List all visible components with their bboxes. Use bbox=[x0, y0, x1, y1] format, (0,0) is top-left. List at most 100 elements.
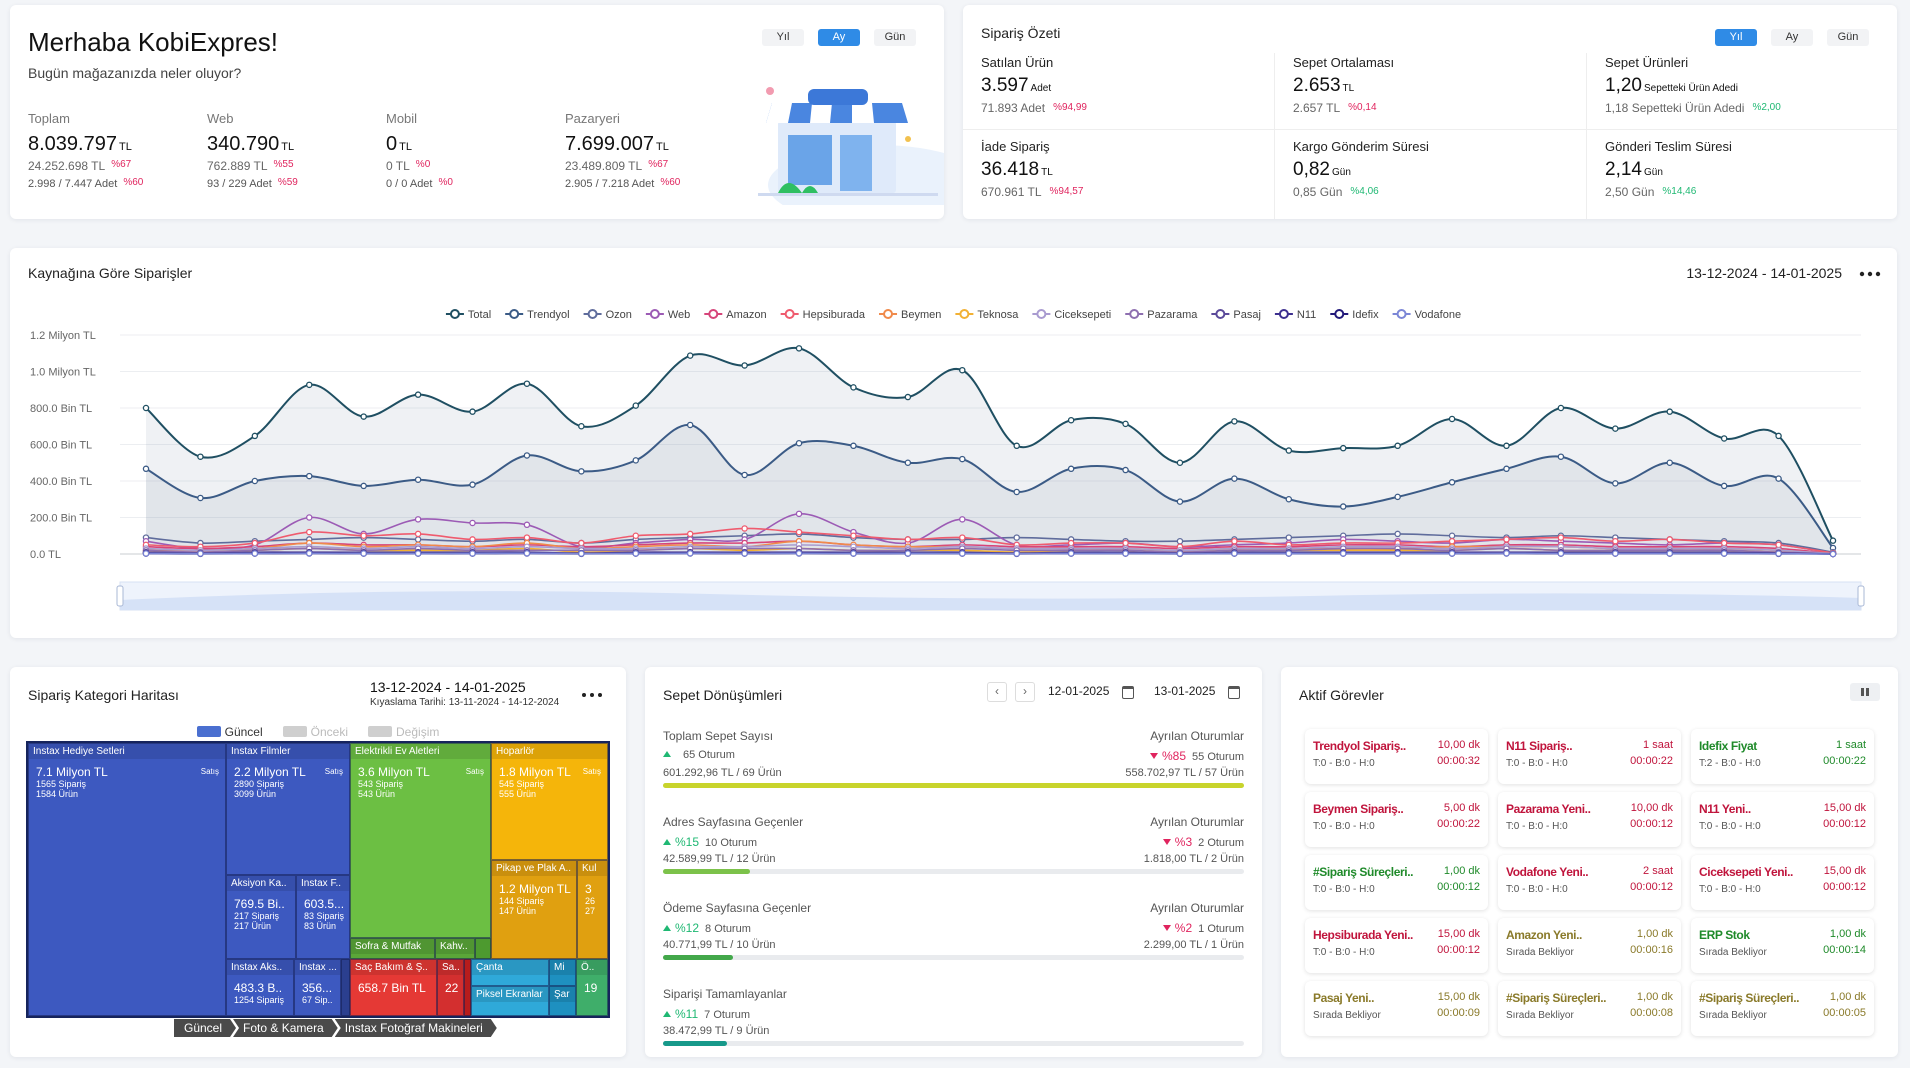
task-card[interactable]: Pazarama Yeni.. T:0 - B:0 - H:0 10,00 dk 00… bbox=[1498, 792, 1681, 847]
legend-marker bbox=[1215, 309, 1226, 319]
progress-bar bbox=[663, 783, 1244, 788]
tab[interactable]: Gün bbox=[874, 29, 916, 46]
task-card[interactable]: Vodafone Yeni.. T:0 - B:0 - H:0 2 saat 00:0… bbox=[1498, 855, 1681, 910]
summary-number: 36.418 bbox=[981, 159, 1040, 180]
task-card[interactable]: #Sipariş Süreçleri.. Sırada Bekliyor 1,00 … bbox=[1691, 981, 1874, 1036]
breadcrumb-item[interactable]: Foto & Kamera bbox=[233, 1019, 338, 1037]
series-point bbox=[1720, 550, 1728, 557]
breadcrumb-item[interactable]: Güncel bbox=[174, 1019, 236, 1037]
treemap-tile[interactable]: Şar bbox=[549, 986, 576, 1016]
summary-previous: 670.961 TL bbox=[981, 185, 1042, 199]
summary-value: 2.653 TL bbox=[1293, 75, 1354, 97]
series-point bbox=[1285, 495, 1293, 503]
treemap-tile[interactable]: Instax ... 356... 67 Sip.. bbox=[294, 959, 341, 1016]
nav-button[interactable]: › bbox=[1015, 682, 1035, 702]
task-name: N11 Yeni.. bbox=[1699, 802, 1751, 816]
series-point bbox=[850, 442, 857, 450]
tile-value-row: 2.2 Milyon TL Satış bbox=[227, 759, 349, 779]
step-right-sessions: %3 2 Oturum bbox=[1162, 835, 1244, 849]
task-card[interactable]: Pasaj Yeni.. Sırada Bekliyor 15,00 dk 00:00… bbox=[1305, 981, 1488, 1036]
tile-detail: 545 Sipariş bbox=[499, 779, 545, 789]
treemap-tile[interactable]: Instax Aks.. 483.3 B.. 1254 Sipariş bbox=[226, 959, 294, 1016]
nav-button[interactable]: ‹ bbox=[987, 682, 1007, 702]
series-point bbox=[578, 422, 585, 430]
task-card[interactable]: Beymen Sipariş.. T:0 - B:0 - H:0 5,00 dk 00… bbox=[1305, 792, 1488, 847]
task-duration: 1 saat bbox=[1836, 739, 1866, 751]
treemap-tile[interactable]: Instax F.. 603.5... 83 Sipariş 83 Ürün bbox=[296, 875, 350, 959]
summary-previous: 71.893 Adet bbox=[981, 101, 1046, 115]
task-card[interactable]: ERP Stok Sırada Bekliyor 1,00 dk 00:00:14 bbox=[1691, 918, 1874, 973]
legend-label: Önceki bbox=[310, 725, 349, 739]
tile-value: 1.2 Milyon TL bbox=[499, 882, 571, 896]
breadcrumb-item[interactable]: Instax Fotoğraf Makineleri bbox=[335, 1019, 497, 1037]
treemap-tile[interactable] bbox=[341, 959, 350, 1016]
task-elapsed: 00:00:16 bbox=[1630, 944, 1673, 956]
task-card[interactable]: Trendyol Sipariş.. T:0 - B:0 - H:0 10,00 d… bbox=[1305, 729, 1488, 784]
down-arrow bbox=[1150, 753, 1158, 759]
treemap-tile[interactable]: Saç Bakım & Ş.. 658.7 Bin TL bbox=[350, 959, 437, 1016]
series-point bbox=[1285, 550, 1293, 557]
task-card[interactable]: Idefix Fiyat T:2 - B:0 - H:0 1 saat 00:00:2… bbox=[1691, 729, 1874, 784]
series-point bbox=[469, 408, 476, 415]
tab[interactable]: Yıl bbox=[762, 29, 804, 46]
series-point bbox=[414, 476, 422, 483]
stat-sub-percent: %55 bbox=[273, 159, 294, 170]
treemap-tile[interactable]: Piksel Ekranlar bbox=[471, 986, 549, 1016]
tab[interactable]: Gün bbox=[1827, 29, 1869, 46]
pause-button[interactable] bbox=[1850, 683, 1880, 701]
tab-group: Yıl Ay Gün bbox=[1701, 27, 1869, 46]
treemap-tile[interactable]: Ö.. 19 bbox=[576, 959, 608, 1016]
treemap-tile[interactable]: Kul 3 26 27 bbox=[577, 860, 608, 959]
series-point bbox=[1013, 550, 1020, 557]
task-card[interactable]: Amazon Yeni.. Sırada Bekliyor 1,00 dk 00:00… bbox=[1498, 918, 1681, 973]
task-duration: 5,00 dk bbox=[1443, 802, 1480, 814]
treemap-tile[interactable]: Elektrikli Ev Aletleri 3.6 Milyon TL Satış… bbox=[350, 743, 491, 938]
legend-marker bbox=[649, 309, 660, 319]
tile-detail: 26 bbox=[585, 896, 596, 906]
series-point bbox=[1612, 537, 1619, 545]
tile-detail: 144 Sipariş bbox=[499, 896, 545, 906]
stat-count-percent: %60 bbox=[123, 177, 144, 188]
treemap-tile[interactable]: Mi bbox=[549, 959, 576, 986]
tab[interactable]: Ay bbox=[818, 29, 860, 46]
task-card[interactable]: N11 Sipariş.. T:0 - B:0 - H:0 1 saat 00:00:… bbox=[1498, 729, 1681, 784]
task-card[interactable]: Ciceksepeti Yeni.. T:0 - B:0 - H:0 15,00 d… bbox=[1691, 855, 1874, 910]
tile-detail: 83 Sipariş bbox=[304, 911, 345, 921]
tab[interactable]: Ay bbox=[1771, 29, 1813, 46]
series-point bbox=[1720, 482, 1728, 490]
task-card[interactable]: N11 Yeni.. T:0 - B:0 - H:0 15,00 dk 00:00:1… bbox=[1691, 792, 1874, 847]
stat-sub-percent: %67 bbox=[648, 159, 669, 170]
treemap-tile[interactable]: Pikap ve Plak A.. 1.2 Milyon TL 144 Sipari… bbox=[491, 860, 577, 959]
treemap-tile[interactable] bbox=[475, 938, 491, 959]
legend-item: Ciceksepeti bbox=[1032, 309, 1111, 321]
stat-previous: 24.252.698 TL bbox=[28, 159, 106, 173]
task-meta: Sırada Bekliyor bbox=[1699, 947, 1767, 958]
treemap-tile[interactable]: Instax Hediye Setleri 7.1 Milyon TL Satış 1… bbox=[28, 743, 226, 1016]
task-card[interactable]: Hepsiburada Yeni.. T:0 - B:0 - H:0 15,00 d… bbox=[1305, 918, 1488, 973]
date-input[interactable]: 13-01-2025 bbox=[1148, 682, 1244, 700]
legend-item: Teknosa bbox=[955, 309, 1019, 321]
task-card[interactable]: #Sipariş Süreçleri.. T:0 - B:0 - H:0 1,00 … bbox=[1305, 855, 1488, 910]
series-point bbox=[197, 494, 204, 502]
legend-label: Vodafone bbox=[1415, 309, 1462, 321]
treemap-tile[interactable]: Aksiyon Ka.. 769.5 Bi.. 217 Sipariş 217 Ürü… bbox=[226, 875, 296, 959]
treemap-tile[interactable]: Çanta bbox=[471, 959, 549, 986]
treemap-tile[interactable] bbox=[464, 959, 471, 1016]
tab[interactable]: Yıl bbox=[1715, 29, 1757, 46]
treemap-tile[interactable]: Kahv.. bbox=[435, 938, 475, 959]
treemap-tile[interactable]: Sofra & Mutfak bbox=[350, 938, 435, 959]
series-point bbox=[1503, 550, 1510, 557]
treemap-tile[interactable]: Sa.. 22 bbox=[437, 959, 464, 1016]
task-card[interactable]: #Sipariş Süreçleri.. Sırada Bekliyor 1,00 … bbox=[1498, 981, 1681, 1036]
series-point bbox=[1448, 550, 1456, 557]
task-duration: 1 saat bbox=[1643, 739, 1673, 751]
tile-detail: 2890 Sipariş bbox=[234, 779, 285, 789]
date-text: 13-01-2025 bbox=[1154, 684, 1216, 698]
series-point bbox=[1448, 415, 1456, 423]
series-point bbox=[197, 550, 204, 557]
date-input[interactable]: 12-01-2025 bbox=[1042, 682, 1138, 700]
treemap-tile[interactable]: Hoparlör 1.8 Milyon TL Satış 545 Sipariş 555… bbox=[491, 743, 608, 860]
summary-number: 1,20 bbox=[1605, 75, 1642, 96]
more-menu[interactable] bbox=[582, 693, 604, 699]
treemap-tile[interactable]: Instax Filmler 2.2 Milyon TL Satış 2890 Sip… bbox=[226, 743, 350, 875]
